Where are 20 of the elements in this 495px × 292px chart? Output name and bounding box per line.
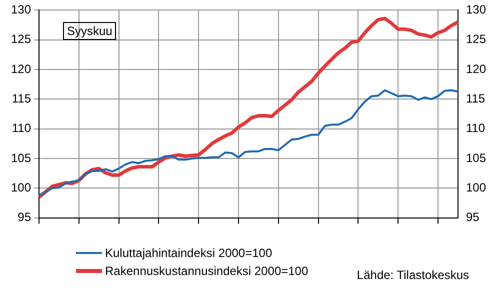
y2-tick-label: 100 (466, 180, 486, 194)
y2-tick-label: 120 (466, 62, 486, 76)
y2-tick-label: 130 (466, 2, 486, 17)
y-tick-label: 120 (10, 62, 32, 76)
legend-label: Kuluttajahintaindeksi 2000=100 (105, 246, 272, 260)
y-tick-label: 105 (10, 150, 32, 165)
y2-tick-label: 110 (466, 121, 486, 136)
legend-label: Rakennuskustannusindeksi 2000=100 (105, 264, 308, 278)
y-tick-label: 125 (10, 32, 32, 46)
y2-tick-label: 105 (466, 150, 486, 165)
y-tick-label: 95 (18, 210, 32, 224)
text: Lähde: Tilastokeskus (356, 268, 469, 282)
annotation: Syyskuu (63, 22, 116, 40)
y-tick-label: 130 (10, 2, 32, 17)
y2-tick-label: 95 (466, 210, 480, 224)
y-tick-label: 115 (12, 91, 32, 106)
y2-tick-label: 115 (466, 91, 486, 106)
y-tick-label: 100 (10, 180, 32, 194)
y-tick-label: 110 (12, 121, 32, 136)
y2-tick-label: 125 (466, 32, 486, 46)
